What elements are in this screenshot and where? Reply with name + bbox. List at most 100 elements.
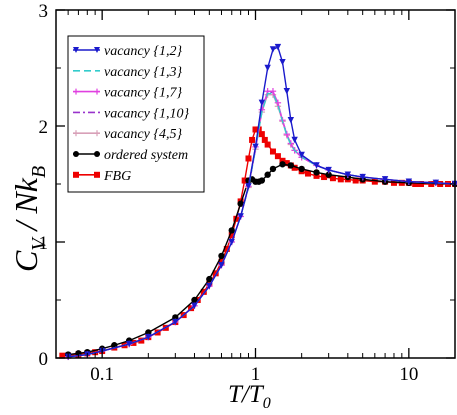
data-point [237, 213, 244, 220]
legend-entry: FBG [73, 169, 131, 184]
data-point [138, 337, 145, 344]
data-point [237, 200, 244, 207]
data-point [264, 171, 271, 178]
data-point [206, 282, 213, 290]
data-point [305, 170, 312, 177]
data-point [228, 227, 235, 234]
data-point [252, 143, 259, 151]
data-point [313, 169, 320, 176]
ticks-layer: 0 1 2 3 0.1 1 10 [39, 1, 455, 385]
y-axis-title-main: C [8, 250, 44, 272]
data-point [223, 245, 230, 252]
data-point [212, 270, 219, 277]
y-tick-label: 1 [39, 233, 49, 254]
legend-label: vacancy {4,5} [104, 127, 182, 142]
data-point [94, 130, 100, 137]
data-point [228, 232, 235, 239]
legend-label: vacancy {1,2} [104, 44, 182, 59]
legend-entry: vacancy {4,5} [73, 127, 182, 142]
data-point [325, 166, 332, 174]
legend-box [67, 35, 205, 193]
data-point [194, 297, 201, 303]
data-point [283, 130, 290, 138]
legend-label: FBG [103, 169, 131, 184]
series-line [68, 46, 456, 358]
data-point [269, 148, 276, 155]
data-point [269, 46, 277, 53]
data-point [432, 179, 440, 187]
y-axis-title-sub2: B [28, 166, 50, 178]
data-point [206, 275, 213, 283]
y-tick-label: 2 [39, 117, 49, 138]
data-point [94, 151, 100, 157]
data-point [329, 175, 336, 182]
data-point [200, 288, 207, 295]
x-tick-label: 0.1 [90, 364, 114, 385]
legend-entry: vacancy {1,7} [73, 86, 182, 101]
data-point [73, 171, 79, 178]
data-point [245, 155, 252, 162]
data-point [94, 88, 100, 95]
data-point [245, 183, 252, 190]
legend-label: vacancy {1,7} [104, 86, 182, 101]
data-point [172, 318, 179, 326]
data-point [291, 136, 298, 144]
data-point [291, 164, 298, 171]
x-tick-label: 10 [399, 364, 418, 385]
data-point [59, 352, 66, 359]
data-point [274, 153, 281, 160]
data-point [313, 172, 320, 179]
data-point [73, 151, 79, 157]
data-point [283, 88, 290, 95]
data-point [218, 262, 225, 269]
data-point [313, 162, 320, 169]
data-point [337, 176, 344, 183]
data-point [269, 165, 277, 173]
data-point [249, 136, 256, 143]
x-axis-title-main: T/T [228, 381, 265, 408]
y-tick-label: 0 [39, 349, 49, 370]
data-point [145, 333, 152, 341]
series-line [68, 163, 456, 356]
legend-entry: ordered system [73, 148, 188, 163]
data-point [359, 173, 366, 181]
data-point [344, 171, 352, 178]
x-axis-title: T/T0 [228, 381, 271, 412]
data-point [287, 162, 295, 169]
data-point [405, 178, 413, 185]
data-point [274, 99, 282, 106]
data-point [191, 302, 198, 309]
data-point [283, 160, 290, 167]
legend: vacancy {1,2} vacancy {1,3} vacancy {1,7} v… [67, 35, 205, 193]
y-tick-label: 3 [39, 1, 49, 22]
data-point [125, 340, 133, 348]
data-point [298, 165, 305, 173]
data-point [269, 88, 277, 95]
data-point [390, 179, 397, 186]
data-point [258, 99, 266, 106]
data-point [228, 238, 235, 246]
data-point [73, 130, 79, 137]
data-point [94, 171, 100, 178]
data-point [279, 59, 286, 66]
data-point [258, 131, 265, 138]
data-point [218, 258, 225, 265]
data-point [279, 157, 286, 164]
data-point [381, 176, 389, 183]
legend-entry: vacancy {1,3} [73, 65, 182, 80]
y-axis-title-sub1: V [28, 236, 50, 251]
data-point [73, 88, 79, 95]
series-line [68, 92, 456, 358]
data-point [252, 126, 259, 133]
data-point [264, 64, 271, 72]
data-point [325, 171, 332, 178]
data-point [94, 47, 100, 53]
data-point [412, 181, 419, 187]
y-axis-title: CV / NkB [8, 166, 50, 272]
data-point [298, 151, 305, 159]
legend-label: ordered system [104, 148, 188, 163]
y-axis-title-mid: / Nk [8, 177, 44, 238]
data-point [258, 177, 266, 184]
x-axis-title-sub: 0 [263, 395, 271, 412]
